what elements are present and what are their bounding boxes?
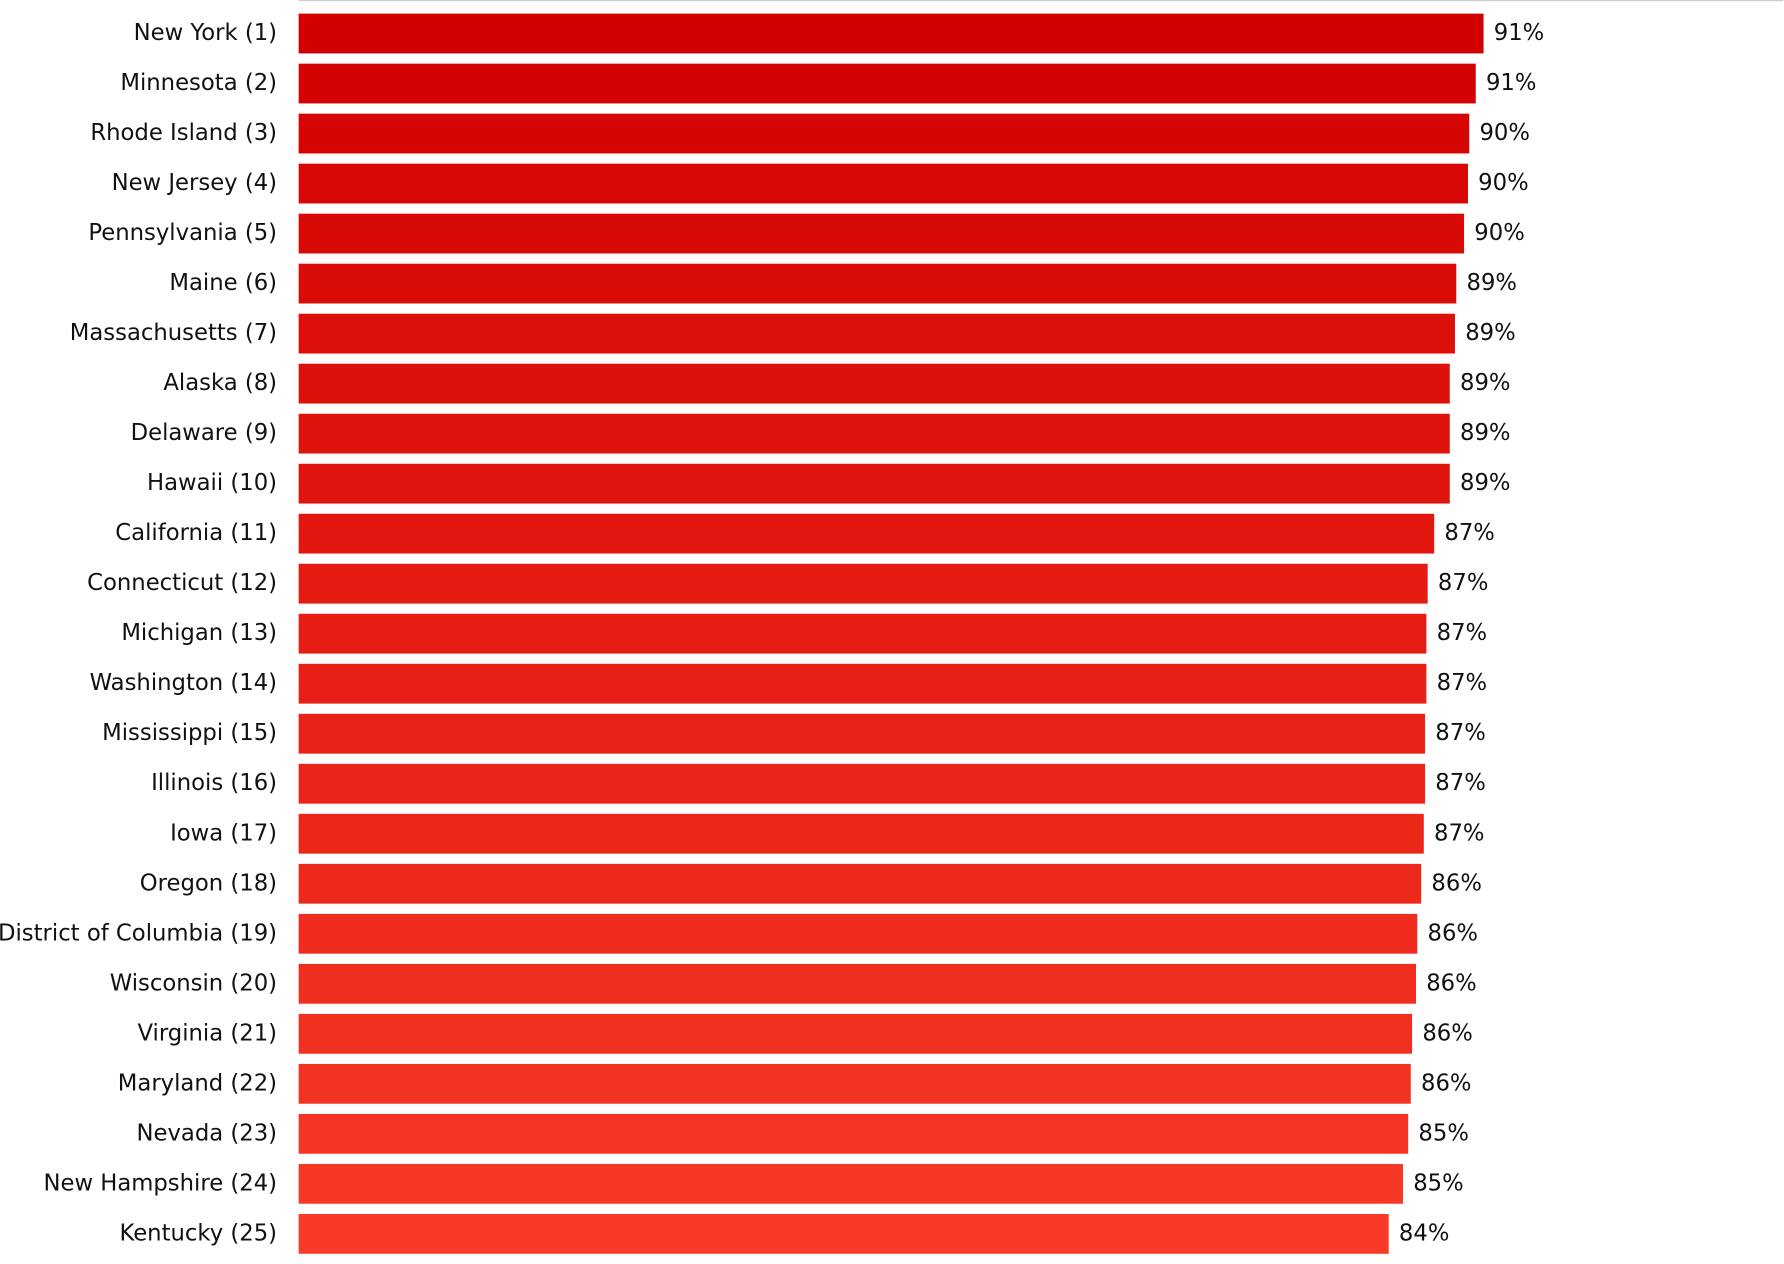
- bar: [298, 13, 1484, 54]
- value-label: 87%: [1435, 770, 1486, 796]
- value-label: 86%: [1426, 970, 1477, 996]
- value-label: 89%: [1465, 320, 1516, 346]
- bar: [298, 413, 1450, 454]
- value-label: 91%: [1494, 20, 1545, 46]
- value-label: 90%: [1474, 220, 1525, 246]
- category-label: Connecticut (12): [87, 570, 277, 596]
- category-label: New Hampshire (24): [43, 1170, 277, 1196]
- category-label: Minnesota (2): [120, 70, 277, 96]
- value-label: 86%: [1428, 920, 1479, 946]
- value-label: 89%: [1460, 470, 1511, 496]
- category-label: Oregon (18): [140, 870, 277, 896]
- bar: [298, 1163, 1403, 1204]
- value-label: 87%: [1437, 620, 1488, 646]
- value-label: 89%: [1460, 370, 1511, 396]
- bar: [298, 163, 1468, 204]
- category-label: Maryland (22): [118, 1070, 277, 1096]
- bar: [298, 1063, 1411, 1104]
- category-label: Delaware (9): [131, 420, 277, 446]
- category-label: Illinois (16): [151, 770, 277, 796]
- category-label: Virginia (21): [138, 1020, 278, 1046]
- value-label: 89%: [1460, 420, 1511, 446]
- category-label: Rhode Island (3): [90, 120, 277, 146]
- bar: [298, 63, 1476, 104]
- category-label: New Jersey (4): [112, 170, 277, 196]
- bar: [298, 313, 1455, 354]
- bar: [298, 1113, 1409, 1154]
- category-label: Pennsylvania (5): [88, 220, 277, 246]
- value-label: 87%: [1434, 820, 1485, 846]
- bar: [298, 1013, 1413, 1054]
- bar: [298, 813, 1424, 854]
- value-label: 89%: [1466, 270, 1517, 296]
- category-label: Nevada (23): [137, 1120, 278, 1146]
- bar: [298, 863, 1422, 904]
- bar: [298, 713, 1426, 754]
- category-label: Iowa (17): [170, 820, 277, 846]
- value-label: 84%: [1399, 1220, 1450, 1246]
- bar: [298, 763, 1426, 804]
- bar: [298, 213, 1465, 254]
- category-label: New York (1): [134, 20, 277, 46]
- category-label: Washington (14): [90, 670, 277, 696]
- category-label: Massachusetts (7): [70, 320, 277, 346]
- category-label: Alaska (8): [163, 370, 277, 396]
- value-label: 86%: [1431, 870, 1482, 896]
- bar: [298, 463, 1450, 504]
- value-label: 85%: [1413, 1170, 1464, 1196]
- bar: [298, 913, 1418, 954]
- bar: [298, 563, 1428, 604]
- value-label: 86%: [1421, 1070, 1472, 1096]
- value-label: 86%: [1422, 1020, 1473, 1046]
- bar: [298, 613, 1427, 654]
- category-label: Mississippi (15): [102, 720, 277, 746]
- bar: [298, 513, 1435, 554]
- bar: [298, 1213, 1389, 1254]
- bar: [298, 363, 1450, 404]
- category-label: Kentucky (25): [119, 1220, 277, 1246]
- value-label: 85%: [1418, 1120, 1469, 1146]
- value-label: 87%: [1437, 670, 1488, 696]
- category-label: Michigan (13): [121, 620, 277, 646]
- bar: [298, 113, 1470, 154]
- value-label: 87%: [1444, 520, 1495, 546]
- bar: [298, 663, 1427, 704]
- value-label: 87%: [1438, 570, 1489, 596]
- category-label: Maine (6): [169, 270, 277, 296]
- value-label: 90%: [1479, 120, 1530, 146]
- value-label: 91%: [1486, 70, 1537, 96]
- value-label: 90%: [1478, 170, 1529, 196]
- category-label: District of Columbia (19): [0, 920, 277, 946]
- category-label: California (11): [115, 520, 277, 546]
- category-label: Hawaii (10): [147, 470, 277, 496]
- bar: [298, 263, 1457, 304]
- category-label: Wisconsin (20): [110, 970, 277, 996]
- value-label: 87%: [1435, 720, 1486, 746]
- bar: [298, 963, 1416, 1004]
